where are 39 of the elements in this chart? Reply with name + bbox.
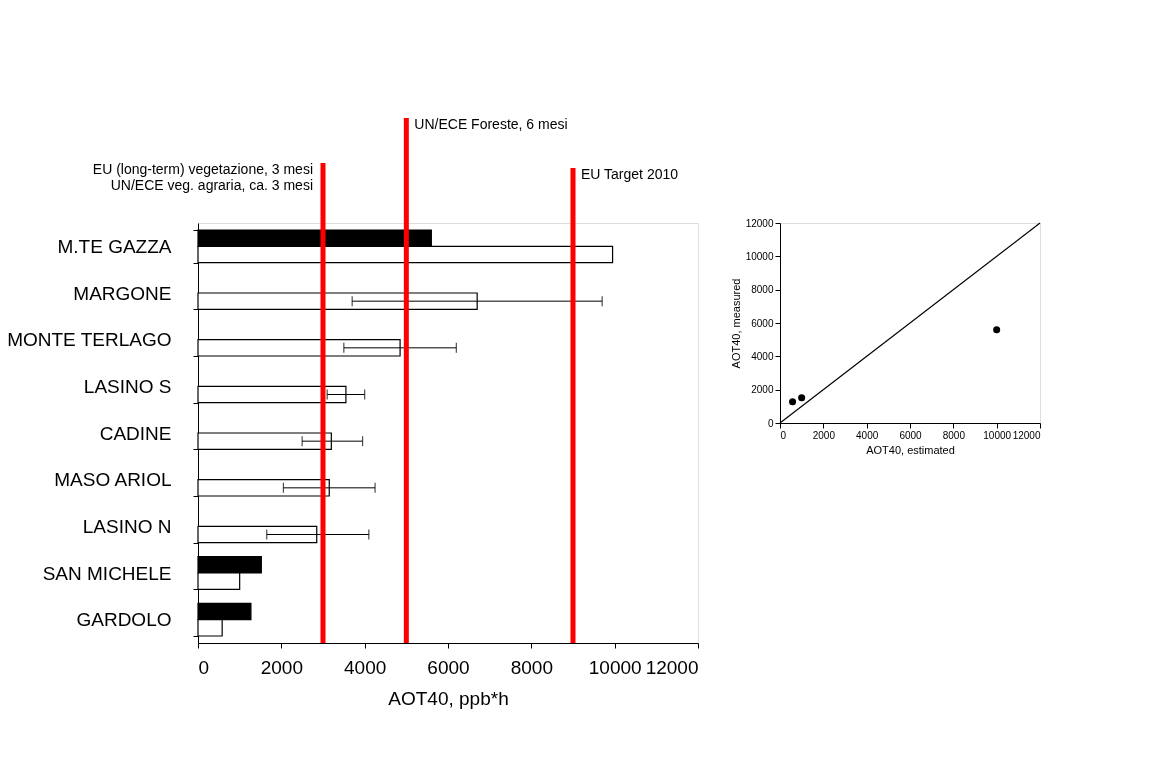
y-tick-label: 10000	[745, 250, 774, 262]
x-tick-label: 4000	[344, 656, 387, 678]
x-tick-label: 2000	[260, 656, 303, 678]
point	[993, 326, 1001, 334]
y-tick-label: 0	[767, 417, 774, 429]
x-tick-label: 2000	[812, 429, 836, 441]
x-tick-label: 12000	[1012, 429, 1041, 441]
y-tick-label: 4000	[751, 350, 774, 362]
y-tick-label: 6000	[751, 317, 774, 329]
x-tick-label: 12000	[645, 656, 699, 678]
y-tick-label: MARGONE	[73, 282, 172, 304]
ref-line-label: UN/ECE Foreste, 6 mesi	[414, 116, 568, 132]
y-tick-label: MONTE TERLAGO	[7, 329, 172, 351]
x-tick-label: 10000	[983, 429, 1012, 441]
y-tick-label: MASO ARIOL	[54, 469, 172, 491]
y-axis-title: AOT40, measured	[729, 278, 742, 369]
y-tick-label: 8000	[751, 284, 774, 296]
point	[789, 398, 797, 406]
y-tick-label: M.TE GAZZA	[57, 235, 172, 257]
y-tick-label: LASINO S	[83, 375, 172, 397]
x-tick-label: 6000	[899, 429, 923, 441]
point	[798, 394, 806, 402]
x-tick-label: 0	[198, 656, 210, 678]
ref-line-label: EU (long-term) vegetazione, 3 mesi UN/ECE veg. agraria, ca. 3 mesi	[92, 161, 313, 193]
x-axis-title: AOT40, estimated	[866, 443, 955, 456]
y-tick-label: 12000	[745, 217, 774, 229]
y-tick-label: SAN MICHELE	[42, 562, 172, 584]
x-tick-label: 6000	[427, 656, 470, 678]
x-tick-label: 4000	[856, 429, 879, 441]
x-tick-label: 0	[780, 429, 787, 441]
x-tick-label: 10000	[588, 656, 642, 678]
x-tick-label: 8000	[510, 656, 553, 678]
y-tick-label: LASINO N	[82, 515, 172, 537]
x-tick-label: 8000	[942, 429, 966, 441]
ref-line-label: EU Target 2010	[581, 166, 679, 182]
y-tick-label: GARDOLO	[76, 609, 172, 631]
x-axis-title: AOT40, ppb*h	[388, 687, 509, 709]
y-tick-label: 2000	[751, 384, 774, 396]
y-tick-label: CADINE	[99, 422, 172, 444]
